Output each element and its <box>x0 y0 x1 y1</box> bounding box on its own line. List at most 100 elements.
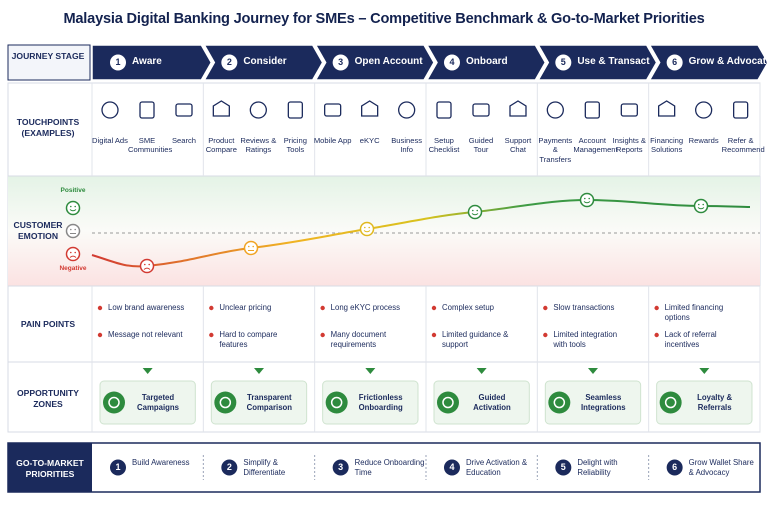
opportunity-label: Loyalty & Referrals <box>697 393 733 412</box>
face-eye <box>74 228 76 231</box>
emotion-face <box>693 198 709 214</box>
face-eye <box>148 263 150 266</box>
touchpoint-label: eKYC <box>359 136 380 145</box>
opportunity-label: Guided Activation <box>473 393 511 412</box>
gtm-priority: Simplify & Differentiate <box>243 458 286 477</box>
opportunity-icon-mark <box>219 396 232 409</box>
face-eye <box>74 251 76 254</box>
touchpoint-label: SME Communities <box>128 136 173 155</box>
stage-badge <box>110 54 126 71</box>
opportunity-arrow <box>699 368 710 374</box>
pain-point: Many document requirements <box>330 330 387 349</box>
opportunity-arrow <box>476 368 487 374</box>
opportunity-card <box>544 380 642 425</box>
stage-row-label: JOURNEY STAGE <box>11 51 85 61</box>
opportunity-label: Seamless Integrations <box>581 393 626 412</box>
legend-positive: Positive <box>60 187 86 194</box>
stage-number: 5 <box>560 57 566 67</box>
stage-chevron <box>91 44 213 81</box>
emotion-face <box>243 240 259 256</box>
emotion-face <box>579 192 595 208</box>
touchpoint-icon <box>658 100 676 117</box>
row-label: PAIN POINTS <box>20 319 76 329</box>
gtm-badge <box>332 459 349 476</box>
gtm-number: 3 <box>338 462 344 472</box>
face-eye <box>368 226 371 229</box>
pain-bullet <box>654 332 659 338</box>
touchpoint-icon <box>361 100 379 117</box>
face-eye <box>74 205 76 208</box>
gtm-number: 2 <box>226 462 232 472</box>
stage-label-box <box>7 44 91 81</box>
touchpoint-icon <box>584 101 600 119</box>
pain-point: Long eKYC process <box>330 303 401 312</box>
opportunity-label: Transparent Comparison <box>246 393 293 412</box>
stage-chevron <box>648 44 768 81</box>
touchpoint-icon <box>436 101 452 119</box>
pain-point: Slow transactions <box>553 303 615 312</box>
row-label: OPPORTUNITY ZONES <box>16 388 80 409</box>
touchpoint-label: Setup Checklist <box>428 136 460 155</box>
opportunity-arrow <box>365 368 376 374</box>
face-eye <box>70 251 72 254</box>
pain-point: Unclear pricing <box>219 303 272 312</box>
stage-name: Grow & Advocate <box>688 56 768 67</box>
opportunity-icon <box>548 391 571 414</box>
touchpoint-label: Refer & Recommend <box>721 136 765 155</box>
opportunity-card <box>210 380 308 425</box>
pain-bullet <box>654 305 659 311</box>
pain-bullet <box>320 332 325 338</box>
face-eye <box>476 209 479 212</box>
face-eye <box>252 245 254 248</box>
gtm-badge <box>555 459 572 476</box>
emotion-face <box>65 246 81 262</box>
face-eye <box>364 226 366 229</box>
emotion-face <box>467 204 483 220</box>
touchpoint-icon <box>509 100 527 117</box>
opportunity-arrow <box>587 368 598 374</box>
touchpoint-icon <box>287 101 303 119</box>
pain-bullet <box>543 332 548 338</box>
gtm-number: 4 <box>449 462 455 472</box>
face-mouth <box>471 213 479 216</box>
gtm-number: 5 <box>560 462 566 472</box>
touchpoint-icon <box>472 103 490 117</box>
gtm-number: 1 <box>115 462 121 472</box>
touchpoint-label: Rewards <box>688 136 719 145</box>
pain-point: Hard to compare features <box>219 330 278 349</box>
face-mouth <box>69 255 77 258</box>
pain-bullet <box>209 305 214 311</box>
gtm-priority: Drive Activation & Education <box>465 458 528 477</box>
touchpoint-label: Insights & Reports <box>612 136 646 155</box>
touchpoint-label: Guided Tour <box>468 136 494 155</box>
touchpoint-label: Financing Solutions <box>650 136 684 155</box>
opportunity-card <box>433 380 530 425</box>
pain-bullet <box>97 332 103 338</box>
touchpoint-label: Business Info <box>391 136 423 155</box>
emotion-face <box>359 221 375 237</box>
gtm-badge <box>110 459 126 476</box>
face-mouth <box>69 209 77 212</box>
stage-number: 3 <box>338 57 344 67</box>
opportunity-icon <box>103 391 125 414</box>
pain-bullet <box>320 305 325 311</box>
pain-bullet <box>431 305 437 311</box>
emotion-band <box>8 176 760 286</box>
opportunity-icon-mark <box>330 396 343 409</box>
opportunity-icon-mark <box>442 396 454 409</box>
touchpoint-icon <box>175 103 193 117</box>
pain-point: Limited integration with tools <box>553 330 618 349</box>
opportunity-arrow <box>142 368 153 374</box>
touchpoint-icon <box>398 101 416 119</box>
gtm-number: 6 <box>672 462 678 472</box>
opportunity-icon-mark <box>553 396 566 409</box>
opportunity-card <box>322 380 419 425</box>
touchpoint-label: Account Management <box>573 136 618 155</box>
gtm-bar <box>7 442 761 493</box>
stage-chevron <box>203 44 324 81</box>
face-eye <box>70 205 72 208</box>
stage-badge <box>221 54 238 71</box>
face-mouth <box>697 207 705 210</box>
touchpoint-label: Search <box>171 136 197 145</box>
